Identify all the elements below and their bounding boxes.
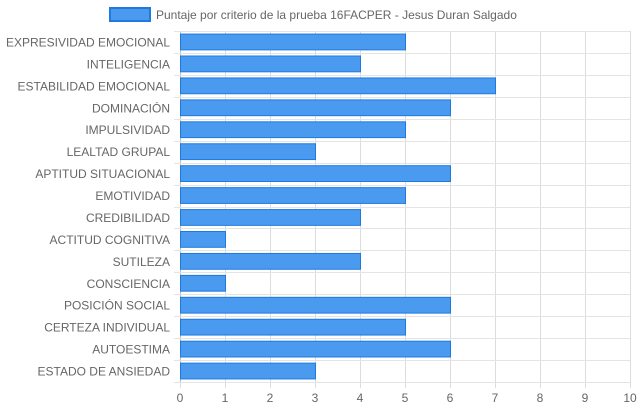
y-tick-label: CERTEZA INDIVIDUAL — [44, 321, 170, 335]
bar[interactable] — [180, 77, 496, 95]
x-tick-label: 9 — [582, 391, 589, 405]
x-axis-labels: 0 1 2 3 4 5 6 7 8 9 10 — [177, 391, 637, 405]
x-tick-label: 1 — [222, 391, 229, 405]
chart-bars — [180, 33, 496, 380]
bar[interactable] — [180, 252, 361, 270]
y-tick-label: ESTABILIDAD EMOCIONAL — [18, 79, 171, 93]
y-tick-label: DOMINACIÓN — [92, 100, 170, 115]
x-tick-label: 10 — [623, 391, 637, 405]
bar[interactable] — [180, 209, 361, 226]
x-tick-label: 4 — [357, 391, 364, 405]
y-tick-label: SUTILEZA — [113, 255, 170, 269]
bar[interactable] — [180, 231, 226, 248]
y-tick-label: IMPULSIVIDAD — [85, 123, 170, 137]
y-tick-label: APTITUD SITUACIONAL — [35, 167, 170, 181]
x-tick-label: 6 — [447, 391, 454, 405]
y-tick-label: AUTOESTIMA — [92, 343, 170, 357]
y-tick-label: CREDIBILIDAD — [86, 211, 170, 225]
bar[interactable] — [180, 296, 451, 314]
y-tick-label: ESTADO DE ANSIEDAD — [38, 365, 171, 379]
y-tick-label: ACTITUD COGNITIVA — [50, 233, 170, 247]
bar[interactable] — [180, 318, 406, 336]
y-axis-labels: EXPRESIVIDAD EMOCIONAL INTELIGENCIA ESTABI… — [6, 35, 170, 378]
y-tick-label: CONSCIENCIA — [87, 277, 170, 291]
bar[interactable] — [180, 274, 226, 292]
legend-label: Puntaje por criterio de la prueba 16FACP… — [156, 8, 517, 22]
x-tick-label: 0 — [177, 391, 184, 405]
bar[interactable] — [180, 55, 361, 73]
x-tick-label: 3 — [312, 391, 319, 405]
bar[interactable] — [180, 362, 316, 380]
legend-swatch — [109, 7, 151, 22]
bar[interactable] — [180, 143, 316, 161]
bar[interactable] — [180, 165, 451, 182]
bar[interactable] — [180, 340, 451, 358]
bar[interactable] — [180, 121, 406, 139]
chart-legend[interactable]: Puntaje por criterio de la prueba 16FACP… — [109, 7, 517, 22]
y-tick-label: INTELIGENCIA — [87, 57, 170, 71]
y-tick-label: POSICIÓN SOCIAL — [64, 298, 170, 313]
y-tick-label: LEALTAD GRUPAL — [67, 145, 171, 159]
x-tick-label: 2 — [267, 391, 274, 405]
x-tick-label: 8 — [537, 391, 544, 405]
y-tick-label: EMOTIVIDAD — [95, 189, 170, 203]
y-tick-label: EXPRESIVIDAD EMOCIONAL — [6, 35, 170, 49]
x-tick-label: 5 — [402, 391, 409, 405]
x-tick-label: 7 — [492, 391, 499, 405]
bar[interactable] — [180, 99, 451, 117]
bar[interactable] — [180, 33, 406, 51]
bar[interactable] — [180, 187, 406, 204]
